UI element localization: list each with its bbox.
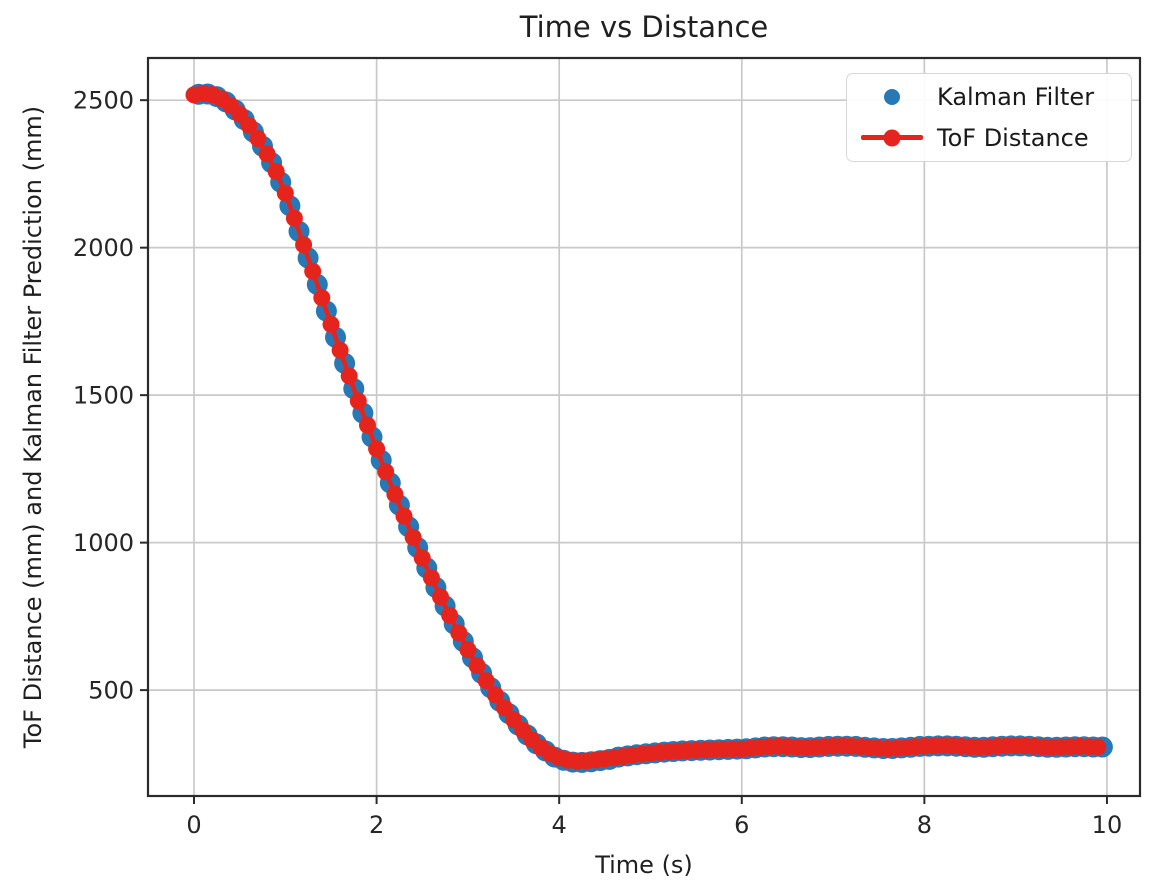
svg-text:0: 0 <box>186 811 201 839</box>
legend-entry-kalman-filter: Kalman Filter <box>847 78 1131 116</box>
legend-entry-tof-distance: ToF Distance <box>847 119 1131 157</box>
svg-text:6: 6 <box>734 811 749 839</box>
legend: Kalman Filter ToF Distance <box>846 73 1132 162</box>
chart-title: Time vs Distance <box>519 10 769 44</box>
svg-text:1000: 1000 <box>73 529 134 557</box>
svg-text:2500: 2500 <box>73 87 134 115</box>
legend-label-tof-distance: ToF Distance <box>937 123 1089 152</box>
svg-text:1500: 1500 <box>73 382 134 410</box>
kalman-filter-dot-icon <box>847 89 937 106</box>
legend-label-kalman-filter: Kalman Filter <box>937 83 1095 112</box>
svg-text:4: 4 <box>552 811 567 839</box>
tof-distance-line-dot-icon <box>847 135 937 141</box>
y-axis-label: ToF Distance (mm) and Kalman Filter Pred… <box>19 105 47 749</box>
svg-text:8: 8 <box>917 811 932 839</box>
svg-text:2: 2 <box>369 811 384 839</box>
svg-text:10: 10 <box>1092 811 1123 839</box>
x-axis-label: Time (s) <box>595 851 693 879</box>
svg-text:2000: 2000 <box>73 234 134 262</box>
svg-text:500: 500 <box>88 677 134 705</box>
